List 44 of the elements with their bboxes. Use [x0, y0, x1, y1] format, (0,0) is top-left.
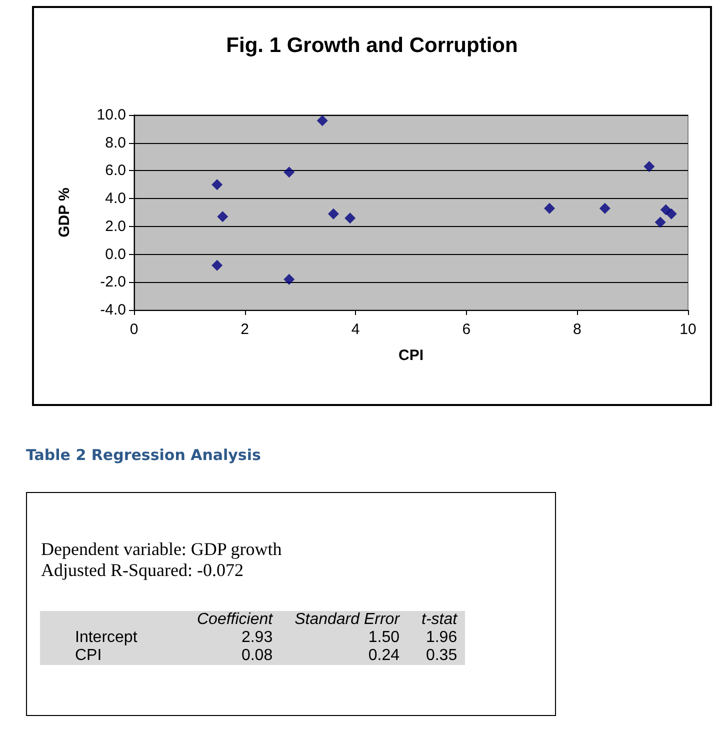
point: [599, 202, 610, 214]
y-tick-label: 10.0: [96, 106, 126, 124]
text: 0.24: [367, 647, 401, 665]
point: [316, 115, 328, 126]
text: Coefficient: [196, 611, 274, 629]
y-tick-label: 4.0: [105, 190, 126, 208]
text: 0.35: [424, 647, 458, 665]
x-tick-label: 6: [462, 321, 471, 338]
text: 0.08: [240, 647, 274, 665]
point: [212, 179, 223, 190]
text: Dependent variable: GDP growth: [41, 539, 283, 560]
point: [344, 212, 356, 224]
point: [644, 161, 655, 172]
x-tick-label: 0: [130, 321, 138, 338]
x-tick-label: 8: [573, 321, 582, 338]
x-tick-label: 4: [351, 321, 360, 338]
text: Adjusted R-Squared: -0.072: [41, 560, 244, 581]
y-tick-label: 0.0: [105, 246, 126, 263]
y-tick-label: -2.0: [100, 274, 126, 291]
point: [212, 260, 223, 271]
point: [654, 216, 666, 228]
y-tick-label: 6.0: [105, 162, 126, 180]
y-tick-label: 8.0: [105, 134, 126, 152]
x-tick-label: 10: [680, 321, 696, 338]
point: [544, 202, 555, 214]
point: [284, 274, 295, 285]
text: 1.96: [424, 629, 458, 647]
y-tick-label: 2.0: [105, 218, 126, 235]
text: Intercept: [74, 629, 138, 647]
x-tick-label: 2: [240, 321, 249, 338]
chart-title: Fig. 1 Growth and Corruption: [226, 34, 518, 57]
x-axis-title: CPI: [398, 347, 424, 364]
text: 2.93: [240, 629, 274, 647]
y-tick-label: -4.0: [100, 302, 126, 318]
point: [217, 211, 228, 222]
point: [666, 208, 677, 220]
text: t-stat: [420, 611, 459, 629]
text: Standard Error: [294, 611, 401, 629]
text: CPI: [74, 647, 103, 665]
point: [328, 208, 339, 220]
point: [284, 166, 295, 178]
text: 1.50: [367, 629, 401, 647]
y-axis-title: GDP %: [56, 188, 73, 238]
text: Table 2 Regression Analysis: [26, 446, 262, 464]
